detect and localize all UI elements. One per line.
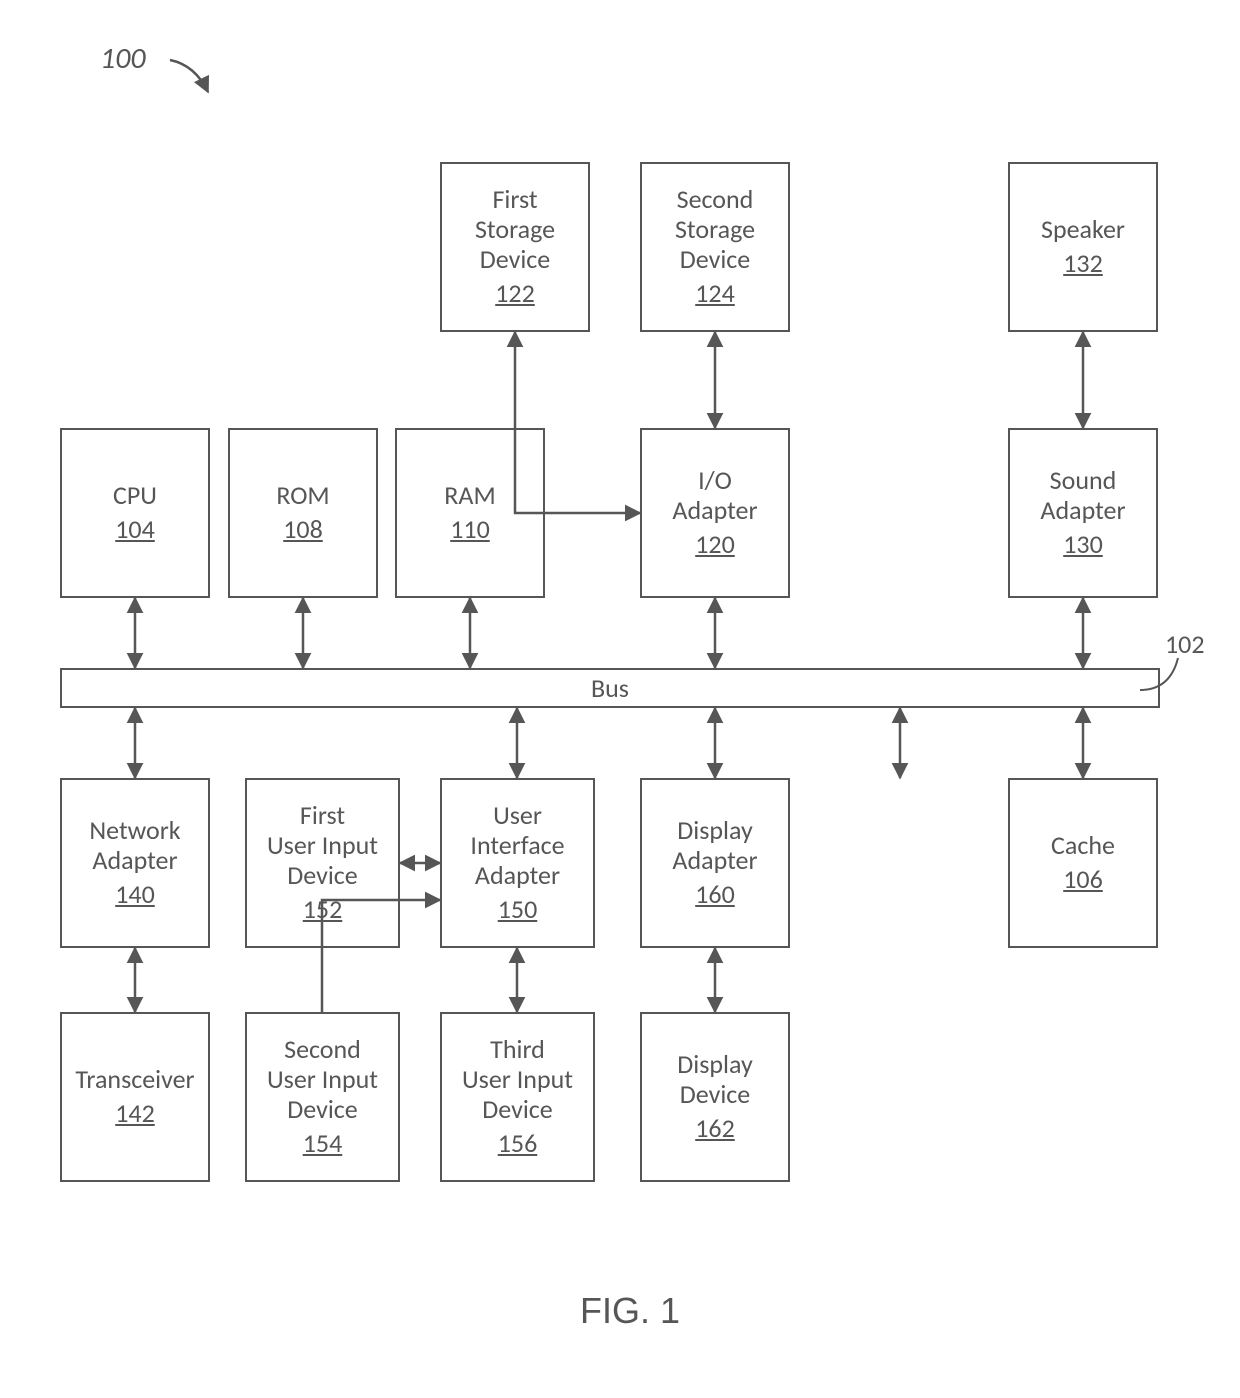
bus-box: Bus: [60, 668, 1160, 708]
node-sound_adapter: SoundAdapter 130: [1008, 428, 1158, 598]
node-label: Speaker: [1041, 215, 1125, 245]
node-label: SoundAdapter: [1040, 466, 1125, 526]
node-label: Cache: [1051, 831, 1115, 861]
figure-label: FIG. 1: [580, 1290, 680, 1332]
node-ui_adapter: UserInterfaceAdapter 150: [440, 778, 595, 948]
bus-ref-label: 102: [1165, 628, 1205, 660]
node-ref: 142: [115, 1099, 155, 1129]
node-ref: 140: [115, 880, 155, 910]
bus-ref-text: 102: [1165, 628, 1205, 660]
node-label: DisplayDevice: [677, 1050, 753, 1110]
bus-label: Bus: [591, 672, 629, 704]
node-second_storage: SecondStorageDevice 124: [640, 162, 790, 332]
node-network_adapter: NetworkAdapter 140: [60, 778, 210, 948]
node-ref: 130: [1063, 530, 1103, 560]
node-label: UserInterfaceAdapter: [470, 801, 564, 891]
node-ref: 120: [695, 530, 735, 560]
node-ram: RAM 110: [395, 428, 545, 598]
node-label: ROM: [276, 481, 329, 511]
node-label: ThirdUser InputDevice: [462, 1035, 573, 1125]
node-ref: 110: [450, 515, 490, 545]
node-speaker: Speaker 132: [1008, 162, 1158, 332]
node-ref: 162: [695, 1114, 735, 1144]
node-io_adapter: I/OAdapter 120: [640, 428, 790, 598]
node-label: CPU: [113, 481, 157, 511]
node-first_storage: FirstStorageDevice 122: [440, 162, 590, 332]
node-ref: 106: [1063, 865, 1103, 895]
node-label: I/OAdapter: [672, 466, 757, 526]
node-rom: ROM 108: [228, 428, 378, 598]
node-label: DisplayAdapter: [672, 816, 757, 876]
node-display_adapter: DisplayAdapter 160: [640, 778, 790, 948]
node-display_device: DisplayDevice 162: [640, 1012, 790, 1182]
node-ref: 160: [695, 880, 735, 910]
node-transceiver: Transceiver 142: [60, 1012, 210, 1182]
system-ref-label: 100: [100, 40, 146, 77]
diagram-stage: 100 Bus 102 FirstStorageDevice 122 SecondS…: [0, 0, 1240, 1398]
node-third_uid: ThirdUser InputDevice 156: [440, 1012, 595, 1182]
node-label: SecondStorageDevice: [675, 185, 755, 275]
node-label: FirstStorageDevice: [475, 185, 555, 275]
node-label: FirstUser InputDevice: [267, 801, 378, 891]
node-ref: 152: [303, 895, 343, 925]
node-label: SecondUser InputDevice: [267, 1035, 378, 1125]
node-ref: 150: [498, 895, 538, 925]
node-ref: 124: [695, 279, 735, 309]
node-second_uid: SecondUser InputDevice 154: [245, 1012, 400, 1182]
node-ref: 156: [498, 1129, 538, 1159]
node-label: NetworkAdapter: [89, 816, 180, 876]
node-ref: 132: [1063, 249, 1103, 279]
node-label: Transceiver: [75, 1065, 194, 1095]
node-ref: 108: [283, 515, 323, 545]
node-first_uid: FirstUser InputDevice 152: [245, 778, 400, 948]
figure-label-text: FIG. 1: [580, 1290, 680, 1331]
node-label: RAM: [444, 481, 495, 511]
node-cpu: CPU 104: [60, 428, 210, 598]
node-cache: Cache 106: [1008, 778, 1158, 948]
system-ref-text: 100: [100, 40, 146, 77]
node-ref: 154: [303, 1129, 343, 1159]
node-ref: 122: [495, 279, 535, 309]
node-ref: 104: [115, 515, 155, 545]
